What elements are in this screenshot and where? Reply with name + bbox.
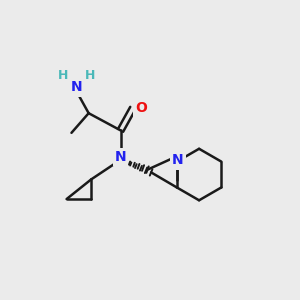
Text: H: H <box>85 69 95 82</box>
Text: H: H <box>58 69 68 82</box>
Text: N: N <box>115 150 126 164</box>
Text: N: N <box>172 153 184 167</box>
Text: N: N <box>70 80 82 94</box>
Text: O: O <box>136 101 147 115</box>
